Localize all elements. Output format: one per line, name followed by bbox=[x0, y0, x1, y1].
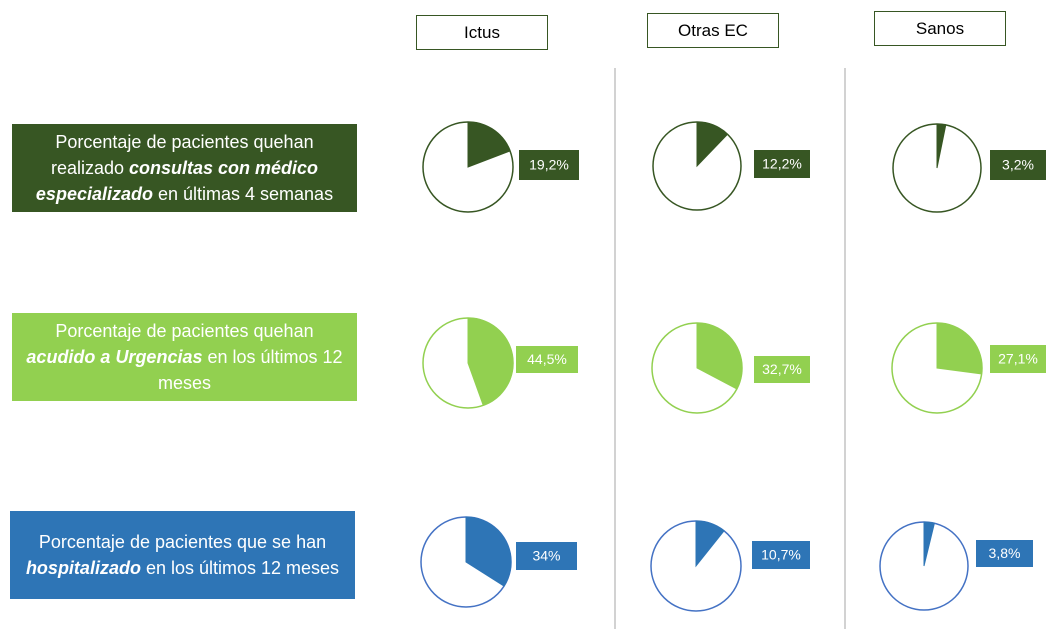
value-label: 3,8% bbox=[989, 545, 1021, 561]
text: en los últimos 12 meses bbox=[140, 558, 340, 578]
value-label: 10,7% bbox=[761, 547, 801, 563]
emphasis: hospitalizado bbox=[25, 558, 141, 578]
row-label-text: Porcentaje de pacientes que se han hospi… bbox=[18, 529, 347, 581]
value-label-box bbox=[754, 356, 810, 383]
pie-slice bbox=[695, 520, 725, 568]
row-label-text: Porcentaje de pacientes quehan realizado… bbox=[20, 129, 349, 207]
column-header: Ictus bbox=[416, 15, 548, 50]
pie-slice bbox=[465, 516, 512, 587]
column-header: Sanos bbox=[874, 11, 1006, 46]
value-label-box bbox=[752, 541, 810, 569]
value-label: 3,2% bbox=[1002, 157, 1034, 173]
pie-slice bbox=[696, 121, 729, 168]
row-label: Porcentaje de pacientes quehan realizado… bbox=[12, 124, 357, 212]
emphasis: consultas con médico especializado bbox=[35, 158, 319, 204]
text: en últimas 4 semanas bbox=[152, 184, 334, 204]
text: en los últimos 12 meses bbox=[157, 347, 343, 393]
pie-slice bbox=[936, 322, 983, 375]
value-label-box bbox=[516, 542, 577, 570]
row-label: Porcentaje de pacientes quehan acudido a… bbox=[12, 313, 357, 401]
value-label: 34% bbox=[532, 548, 560, 564]
text: Porcentaje de pacientes que se han bbox=[38, 532, 327, 552]
row-label: Porcentaje de pacientes que se han hospi… bbox=[10, 511, 355, 599]
value-label-box bbox=[519, 150, 579, 180]
column-header: Otras EC bbox=[647, 13, 779, 48]
value-label: 27,1% bbox=[998, 351, 1038, 367]
text: Porcentaje de pacientes quehan realizado bbox=[50, 132, 314, 178]
value-label-box bbox=[516, 346, 578, 373]
pie-slice bbox=[467, 121, 511, 168]
value-label: 19,2% bbox=[529, 157, 569, 173]
value-label-box bbox=[990, 150, 1046, 180]
value-label: 12,2% bbox=[762, 156, 802, 172]
value-label: 32,7% bbox=[762, 361, 802, 377]
row-label-text: Porcentaje de pacientes quehan acudido a… bbox=[20, 318, 349, 396]
pie-slice bbox=[923, 521, 936, 567]
text: Porcentaje de pacientes quehan bbox=[55, 321, 314, 341]
pie-slice bbox=[936, 123, 947, 169]
pie-slice bbox=[467, 317, 514, 406]
value-label-box bbox=[754, 150, 810, 178]
pie-slice bbox=[696, 322, 743, 390]
value-label: 44,5% bbox=[527, 351, 567, 367]
value-label-box bbox=[976, 540, 1033, 567]
emphasis: acudido a Urgencias bbox=[26, 347, 203, 367]
value-label-box bbox=[990, 345, 1046, 373]
